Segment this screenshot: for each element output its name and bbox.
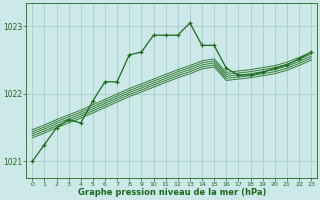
X-axis label: Graphe pression niveau de la mer (hPa): Graphe pression niveau de la mer (hPa) bbox=[77, 188, 266, 197]
